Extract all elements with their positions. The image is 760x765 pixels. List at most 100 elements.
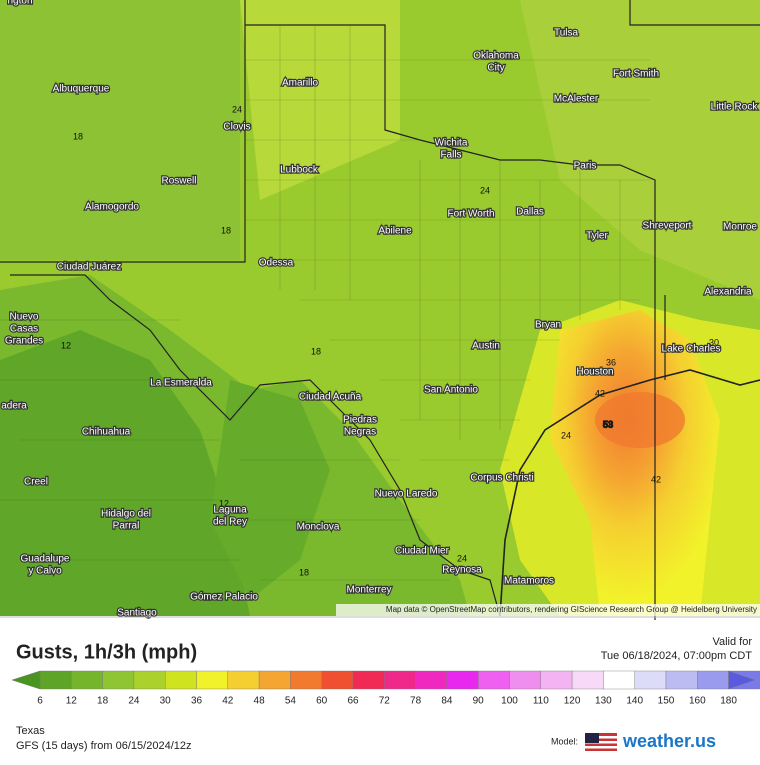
colorbar-tick: 84 (441, 696, 453, 707)
colorbar-tick: 48 (254, 696, 266, 707)
city-label: McAlester (554, 94, 599, 105)
city-label: Tulsa (554, 28, 579, 39)
contour-label: 18 (221, 225, 231, 235)
city-label: City (487, 63, 504, 74)
city-label: Nuevo Laredo (375, 489, 438, 500)
city-label: Austin (472, 341, 500, 352)
colorbar-tick: 72 (379, 696, 391, 707)
city-label: Houston (576, 367, 613, 378)
legend-title: Gusts, 1h/3h (mph) (16, 641, 197, 663)
colorbar: 6 12 18 24 30 36 42 48 54 60 66 72 78 84 90 100 110 120 13… (11, 670, 760, 707)
city-label: Alamogordo (85, 202, 139, 213)
city-label: Wichita (435, 138, 468, 149)
city-label: Dallas (516, 207, 544, 218)
colorbar-tick: 54 (285, 696, 297, 707)
city-label: Fort Worth (447, 209, 494, 220)
city-label: Piedras (343, 415, 377, 426)
colorbar-tick: 150 (658, 696, 675, 707)
city-label: Paris (574, 161, 597, 172)
colorbar-tick: 18 (97, 696, 109, 707)
terrain-field (0, 330, 250, 616)
city-label: Reynosa (442, 565, 482, 576)
colorbar-segment (634, 670, 667, 690)
contour-label: 18 (299, 567, 309, 577)
contour-label: 24 (232, 104, 242, 114)
model-run: GFS (15 days) from 06/15/2024/12z (16, 740, 191, 752)
city-label: Laguna (213, 505, 247, 516)
city-label: Monterrey (346, 585, 391, 596)
colorbar-segment (697, 670, 729, 690)
terrain-field (520, 0, 760, 300)
contour-label: 24 (480, 185, 490, 195)
colorbar-segment (603, 670, 635, 690)
city-label: Monclova (297, 522, 340, 533)
colorbar-segment (384, 670, 416, 690)
city-label: del Rey (213, 517, 247, 528)
city-label: Albuquerque (53, 84, 110, 95)
borders (0, 0, 760, 620)
contour-label: 30 (709, 337, 719, 347)
colorbar-arrow (728, 670, 756, 690)
contour-label: 24 (561, 430, 571, 440)
contour-label: 53 (603, 419, 613, 429)
city-label: Hidalgo del (101, 509, 151, 520)
colorbar-segment (258, 670, 291, 690)
colorbar-tick: 140 (626, 696, 643, 707)
city-label: Fort Smith (613, 69, 659, 80)
city-label: Bryan (535, 320, 561, 331)
colorbar-segment (164, 670, 197, 690)
contour-label: 36 (606, 357, 616, 367)
colorbar-arrow (11, 670, 41, 690)
colorbar-tick: 110 (533, 696, 549, 707)
colorbar-segment (102, 670, 135, 690)
colorbar-segment (509, 670, 541, 690)
colorbar-tick: 24 (128, 696, 140, 707)
city-label: Lubbock (280, 165, 319, 176)
brand-logo[interactable]: weather.us (622, 731, 716, 751)
map: Map data © OpenStreetMap contributors, r… (0, 0, 760, 620)
colorbar-tick: 160 (689, 696, 706, 707)
terrain-field (0, 0, 240, 260)
attribution-box (336, 604, 760, 616)
colorbar-tick: 90 (473, 696, 485, 707)
terrain-field (210, 380, 330, 600)
gust-core (550, 310, 720, 616)
city-label: Monroe (723, 222, 757, 233)
colorbar-segment (290, 670, 322, 690)
colorbar-tick: 42 (222, 696, 234, 707)
colorbar-segment (446, 670, 479, 690)
city-label: Ciudad Mier (395, 546, 450, 557)
city-label: Santiago (117, 608, 157, 619)
colorbar-tick: 78 (410, 696, 422, 707)
city-label: Grandes (5, 336, 43, 347)
city-label: Tyler (586, 231, 608, 242)
model-label: Model: (551, 736, 578, 746)
city-label: Gómez Palacio (190, 592, 258, 603)
colorbar-segment (71, 670, 103, 690)
city-label: Little Rock (711, 102, 759, 113)
city-label: Nuevo (10, 312, 39, 323)
city-label: Odessa (259, 258, 294, 269)
attribution: Map data © OpenStreetMap contributors, r… (386, 605, 757, 614)
contour-label: 42 (651, 474, 661, 484)
city-label: Falls (440, 150, 461, 161)
colorbar-tick: 180 (720, 696, 737, 707)
city-label: Ciudad Acuña (299, 392, 362, 403)
city-label: Roswell (161, 176, 196, 187)
colorbar-tick: 120 (564, 696, 581, 707)
city-label: Oklahoma (473, 51, 519, 62)
colorbar-tick: 36 (191, 696, 203, 707)
flag (585, 733, 617, 751)
city-label: adera (1, 401, 27, 412)
colorbar-tick: 30 (160, 696, 172, 707)
colorbar-segment (415, 670, 448, 690)
city-label: Corpus Christi (470, 473, 533, 484)
city-label: La Esmeralda (150, 378, 212, 389)
colorbar-segment (133, 670, 166, 690)
contour-label: 12 (219, 498, 229, 508)
contour-label: 42 (595, 388, 605, 398)
city-label: Shreveport (643, 221, 692, 232)
city-label: Creel (24, 477, 48, 488)
contour-label: 18 (311, 346, 321, 356)
colorbar-segment (665, 670, 698, 690)
